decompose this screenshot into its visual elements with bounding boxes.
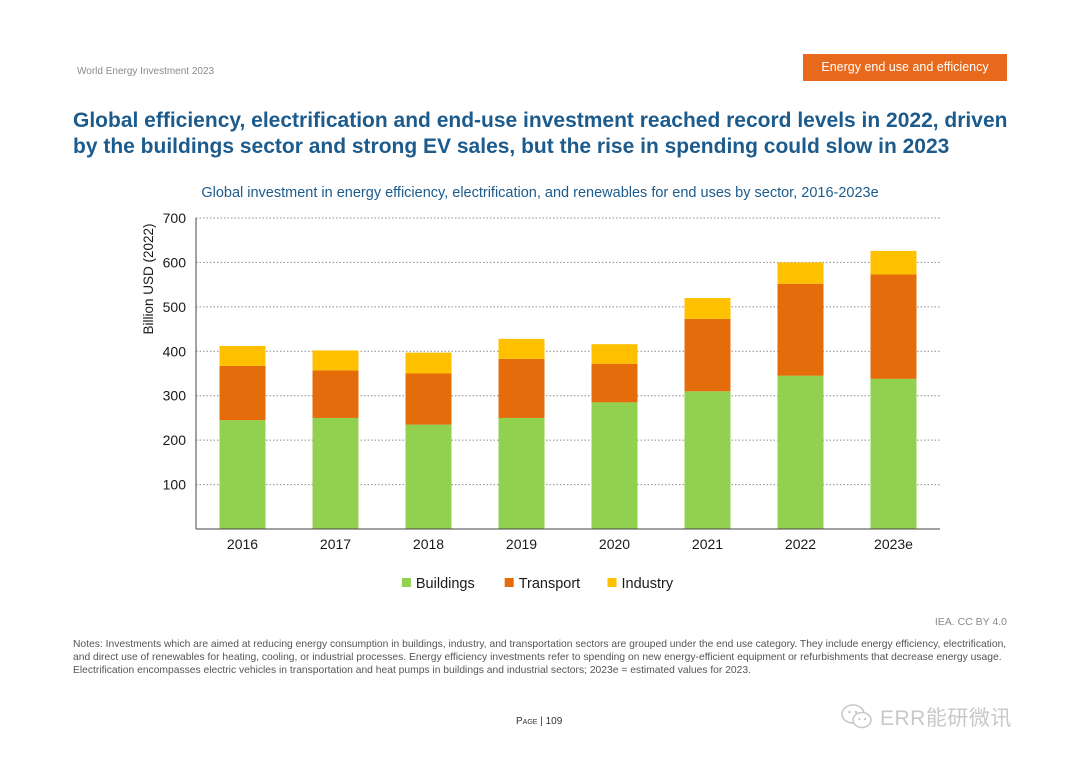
bar-industry-2020 <box>591 344 638 364</box>
bar-industry-2019 <box>498 338 545 359</box>
chart-title: Global investment in energy efficiency, … <box>201 185 878 201</box>
bar-industry-2021 <box>684 297 731 319</box>
bar-buildings-2019 <box>498 417 545 529</box>
bar-transport-2021 <box>684 318 731 392</box>
page-label: Page <box>516 716 538 727</box>
bar-transport-2019 <box>498 358 545 418</box>
watermark: ERR能研微讯 <box>840 702 1040 732</box>
bar-transport-2017 <box>312 370 359 418</box>
y-tick-label: 700 <box>163 210 187 226</box>
page-number-value: 109 <box>545 716 563 727</box>
source-credit: IEA. CC BY 4.0 <box>934 616 1007 628</box>
y-axis-label: Billion USD (2022) <box>141 223 156 334</box>
x-tick-label: 2018 <box>413 536 444 552</box>
page-number: Page | 109 <box>516 716 562 727</box>
x-tick-label: 2016 <box>227 536 258 552</box>
y-tick-label: 400 <box>163 343 187 359</box>
legend-swatch-buildings <box>401 578 411 587</box>
bar-industry-2016 <box>219 345 266 366</box>
bar-industry-2017 <box>312 350 359 371</box>
bars <box>219 250 917 529</box>
bar-transport-2023e <box>870 274 917 379</box>
legend-label-transport: Transport <box>519 576 581 592</box>
page-headline: Global efficiency, electrification and e… <box>73 109 1008 158</box>
bar-buildings-2016 <box>219 420 266 529</box>
bar-transport-2020 <box>591 363 638 403</box>
chart-notes: Notes: Investments which are aimed at re… <box>73 639 1007 676</box>
axes: 100 200 300 400 500 600 700 2016 2017 2018 2019 202… <box>163 210 940 552</box>
bar-buildings-2020 <box>591 402 638 529</box>
bar-buildings-2018 <box>405 424 452 529</box>
legend-swatch-industry <box>607 578 617 587</box>
page-separator: | <box>540 716 546 727</box>
y-tick-label: 500 <box>163 299 187 315</box>
watermark-text: ERR能研微讯 <box>880 707 1012 730</box>
legend-swatch-transport <box>504 578 514 587</box>
bar-buildings-2023e <box>870 378 917 529</box>
bar-industry-2018 <box>405 352 452 374</box>
bar-buildings-2021 <box>684 391 731 529</box>
x-tick-label: 2021 <box>692 536 723 552</box>
bar-transport-2018 <box>405 373 452 425</box>
x-tick-label: 2023e <box>874 536 913 552</box>
x-tick-label: 2022 <box>785 536 816 552</box>
y-tick-label: 600 <box>163 254 187 270</box>
wechat-icon <box>841 704 872 729</box>
bar-buildings-2017 <box>312 417 359 529</box>
x-tick-label: 2019 <box>506 536 537 552</box>
document-name: World Energy Investment 2023 <box>77 66 215 77</box>
y-tick-label: 100 <box>163 477 187 493</box>
y-tick-label: 200 <box>163 432 187 448</box>
bar-industry-2022 <box>777 262 824 284</box>
bar-transport-2022 <box>777 283 824 376</box>
gridlines <box>196 217 940 486</box>
y-tick-label: 300 <box>163 388 187 404</box>
bar-industry-2023e <box>870 250 917 275</box>
legend-label-industry: Industry <box>622 576 674 592</box>
bar-buildings-2022 <box>777 375 824 529</box>
bar-transport-2016 <box>219 365 266 421</box>
legend-label-buildings: Buildings <box>416 576 475 592</box>
legend: Buildings Transport Industry <box>401 576 674 592</box>
x-tick-label: 2017 <box>320 536 351 552</box>
x-tick-label: 2020 <box>599 536 630 552</box>
section-tag: Energy end use and efficiency <box>803 54 1007 81</box>
